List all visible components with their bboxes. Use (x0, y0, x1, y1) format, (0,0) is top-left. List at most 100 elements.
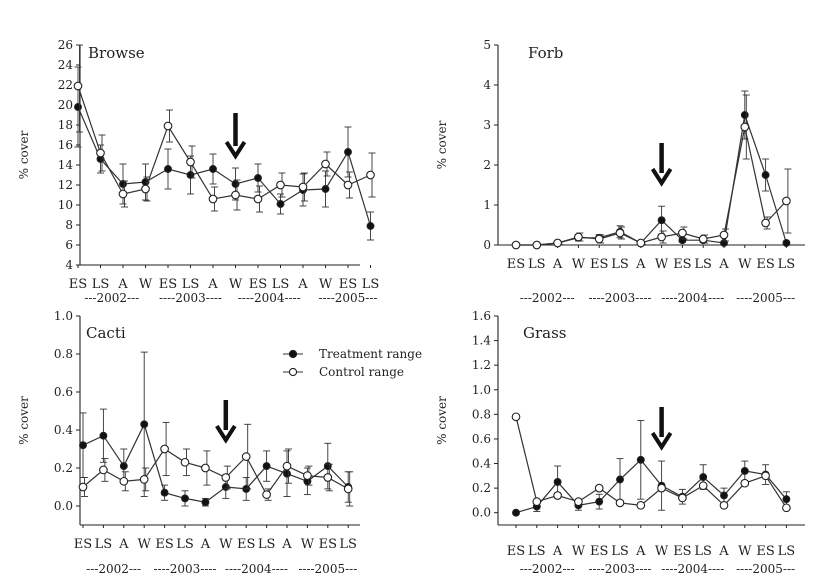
treatment-point (678, 236, 687, 245)
legend-entry: Control range (319, 365, 404, 379)
y-tick-label: 0.4 (54, 423, 73, 437)
chart-title: Cacti (86, 324, 126, 342)
x-tick-label: ES (673, 544, 691, 559)
y-axis-label: % cover (17, 396, 31, 445)
control-point (657, 483, 666, 493)
control-point (282, 461, 292, 471)
x-tick-label: W (301, 537, 315, 552)
control-point (141, 184, 150, 194)
series-treatment (512, 90, 791, 249)
x-tick-label: LS (611, 544, 629, 559)
x-tick-label: LS (258, 537, 276, 552)
treatment-point (119, 462, 128, 471)
y-tick-label: 8 (65, 218, 73, 232)
control-point (532, 240, 542, 250)
x-tick-label: ES (507, 544, 525, 559)
treatment-point (740, 111, 749, 119)
x-tick-label: W (139, 277, 153, 292)
y-tick-label: 26 (58, 38, 73, 52)
x-tick-label: W (229, 277, 243, 292)
treatment-point (99, 431, 108, 440)
control-point (698, 481, 708, 491)
x-tick-label: LS (694, 544, 712, 559)
y-tick-label: 1.6 (472, 309, 491, 323)
x-tick-label: LS (528, 544, 546, 559)
control-point (119, 476, 129, 486)
treatment-point (262, 462, 271, 471)
x-tick-label: LS (611, 257, 629, 272)
control-point (511, 412, 521, 422)
year-label: ---2002--- (84, 291, 139, 305)
y-axis-label: % cover (435, 120, 449, 169)
treatment-point (119, 180, 127, 188)
legend: Treatment range Control range (283, 347, 422, 379)
control-point (343, 180, 353, 190)
y-tick-label: 4 (65, 258, 73, 272)
x-tick-label: ES (507, 257, 525, 272)
treatment-point (283, 469, 291, 478)
year-label: ----2003---- (589, 291, 652, 305)
series-line (515, 458, 787, 514)
x-tick-label: W (572, 257, 586, 272)
control-point (615, 498, 625, 508)
x-tick-label: A (117, 277, 128, 292)
treatment-point (221, 483, 230, 491)
treatment-point (657, 216, 666, 225)
control-point (186, 157, 195, 167)
x-tick-label: ES (319, 537, 337, 552)
x-tick-label: W (572, 544, 586, 559)
year-label: ----2004---- (661, 562, 724, 576)
chart-title: Grass (523, 324, 567, 342)
control-point (636, 500, 646, 510)
x-tick-label: A (552, 544, 563, 559)
control-point (678, 493, 687, 503)
control-point (366, 170, 375, 180)
control-point (761, 218, 770, 228)
treatment-point (512, 508, 520, 517)
x-tick-label: A (297, 277, 308, 292)
x-tick-label: LS (528, 257, 546, 272)
legend-marker-treatment (288, 349, 298, 359)
x-tick-label: LS (362, 277, 380, 292)
legend-marker-control (288, 367, 298, 377)
x-tick-label: W (738, 257, 752, 272)
control-point (298, 182, 308, 192)
x-tick-label: LS (92, 277, 110, 292)
y-tick-label: 20 (58, 98, 73, 112)
y-axis-label: % cover (17, 130, 31, 179)
x-tick-label: W (655, 257, 669, 272)
treatment-arrow-head (650, 431, 673, 451)
series-treatment (74, 66, 375, 241)
x-tick-label: W (655, 544, 669, 559)
control-point (99, 465, 108, 475)
x-tick-label: A (552, 257, 563, 272)
control-point (740, 478, 750, 488)
x-tick-label: ES (237, 537, 255, 552)
x-tick-label: A (281, 537, 292, 552)
control-point (262, 490, 271, 499)
control-point (719, 230, 729, 240)
x-tick-label: ES (74, 537, 92, 552)
x-tick-label: W (219, 537, 233, 552)
control-point (782, 503, 791, 513)
y-tick-label: 0.8 (54, 347, 73, 361)
treatment-point (323, 462, 332, 471)
control-point (698, 234, 708, 244)
control-point (532, 497, 542, 506)
treatment-point (321, 185, 330, 193)
control-point (160, 444, 169, 454)
treatment-arrow-head (650, 167, 673, 187)
year-label: ----2004---- (661, 291, 724, 305)
x-tick-label: A (718, 257, 729, 272)
control-point (73, 81, 83, 91)
control-point (511, 240, 521, 250)
y-tick-label: 12 (58, 178, 73, 192)
control-point (96, 148, 105, 158)
x-tick-label: ES (159, 277, 177, 292)
x-tick-label: A (635, 257, 646, 272)
year-label: ----2005--- (298, 562, 357, 576)
x-tick-label: W (138, 537, 152, 552)
year-label: ----2003---- (159, 291, 222, 305)
